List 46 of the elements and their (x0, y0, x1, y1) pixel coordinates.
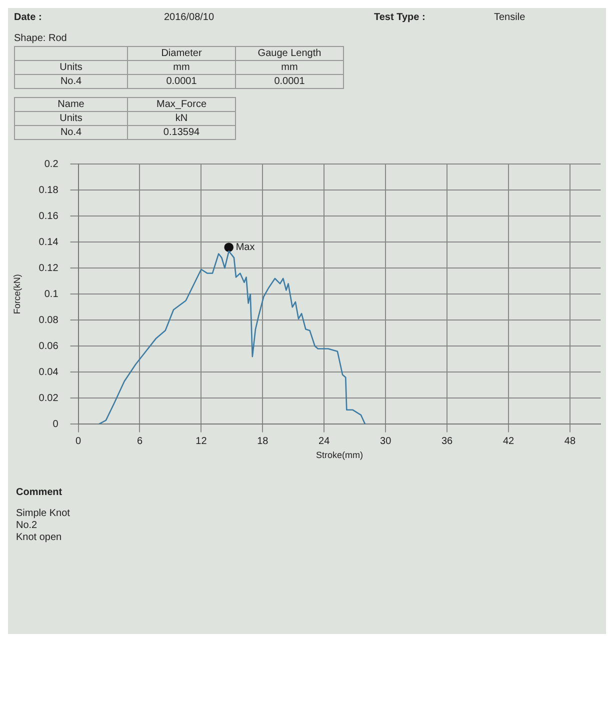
x-tick-label: 42 (502, 436, 515, 447)
x-tick-label: 12 (196, 436, 208, 447)
text: Gauge Length (258, 48, 322, 59)
text: Units (60, 62, 82, 73)
text: 0.0001 (274, 76, 305, 87)
text: mm (281, 62, 298, 73)
x-tick-label: 30 (380, 436, 392, 447)
text: mm (173, 62, 190, 73)
annotation: Max (236, 242, 255, 254)
text: No.4 (60, 127, 82, 138)
y-tick-label: 0.18 (38, 184, 59, 196)
y-tick-label: 0.08 (38, 314, 59, 326)
text: kN (175, 113, 188, 124)
text: Tensile (494, 12, 526, 23)
y-axis-title: Force(kN) (12, 274, 22, 314)
text: Name (58, 99, 84, 110)
text: 0.0001 (166, 76, 197, 87)
y-tick-label: 0 (52, 418, 59, 430)
text: 0.13594 (163, 127, 200, 138)
text: Test Type : (374, 12, 426, 23)
x-tick-label: 36 (441, 436, 454, 447)
y-tick-label: 0.04 (38, 366, 59, 378)
x-axis-title: Stroke(mm) (316, 450, 363, 460)
y-tick-label: 0.14 (38, 236, 59, 248)
y-tick-label: 0.1 (44, 288, 59, 300)
x-tick-label: 24 (318, 436, 330, 447)
text: Diameter (161, 48, 202, 59)
text: Comment (16, 487, 62, 498)
text: Knot open (16, 532, 62, 543)
x-tick-label: 48 (564, 436, 576, 447)
text: 2016/08/10 (164, 12, 214, 23)
text: No.4 (60, 76, 82, 87)
text: No.2 (16, 520, 38, 531)
text: Units (60, 113, 82, 124)
y-tick-label: 0.16 (38, 210, 59, 222)
x-tick-label: 6 (136, 436, 143, 447)
y-tick-label: 0.2 (44, 158, 59, 170)
text: Simple Knot (16, 508, 70, 519)
y-tick-label: 0.02 (38, 392, 59, 404)
x-tick-label: 18 (257, 436, 269, 447)
y-tick-label: 0.12 (38, 262, 59, 274)
text: Shape: Rod (14, 33, 67, 44)
x-tick-label: 0 (75, 436, 82, 447)
text: Date : (14, 12, 42, 23)
text: Max_Force (156, 99, 206, 110)
y-tick-label: 0.06 (38, 340, 59, 352)
